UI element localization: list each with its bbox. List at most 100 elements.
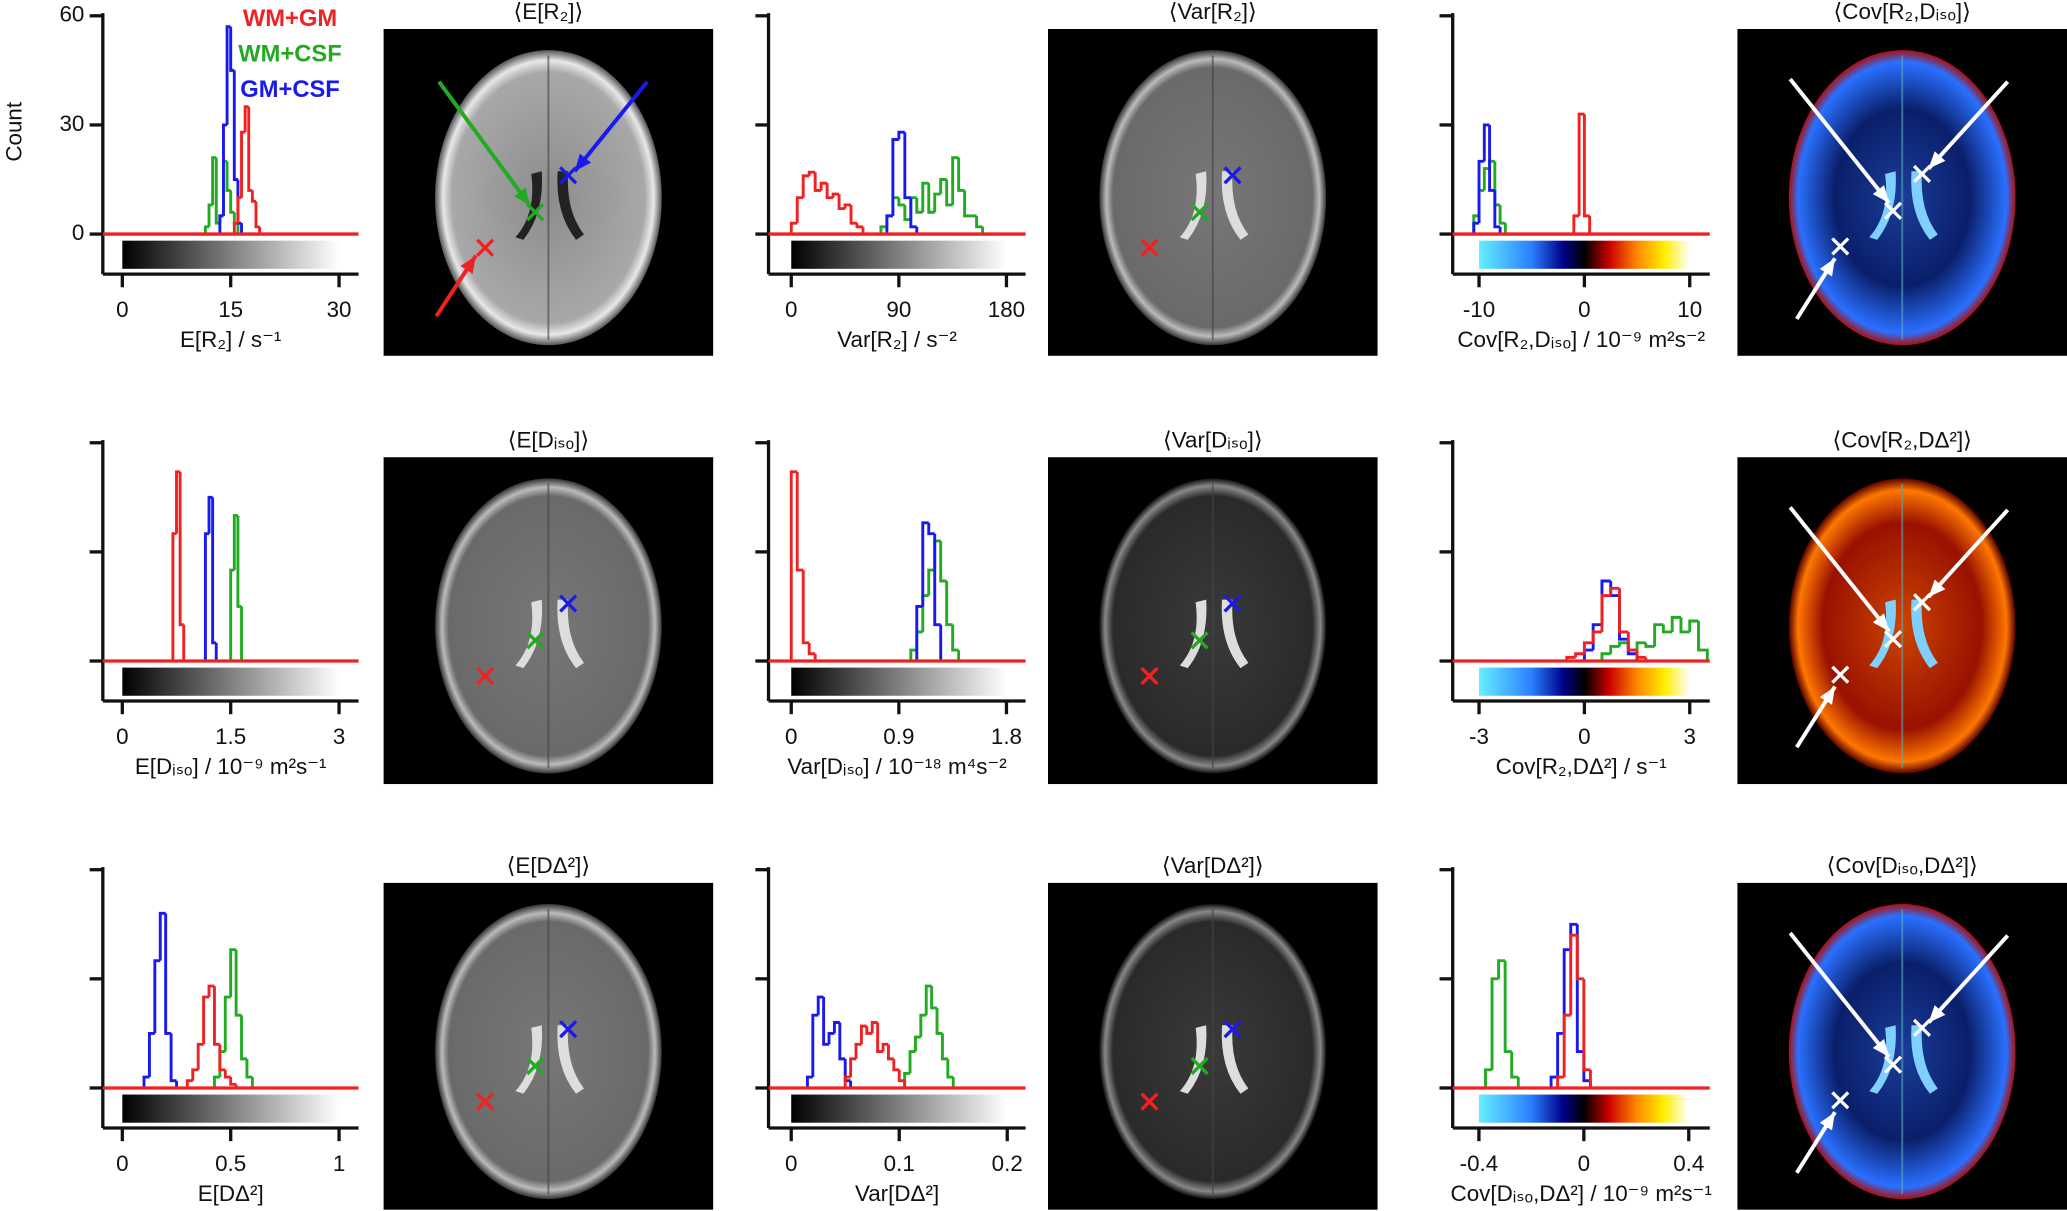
histogram-step (211, 497, 217, 645)
histogram-step (921, 521, 929, 607)
x-tick-label: 1.5 (215, 724, 246, 749)
x-axis-label: E[R₂] / s⁻¹ (180, 327, 281, 352)
histogram-step (236, 196, 242, 224)
histogram-step (142, 1075, 150, 1088)
arrow (1788, 931, 1891, 1059)
histogram-step (975, 215, 983, 229)
histogram-step (1482, 167, 1490, 191)
histogram-step (1609, 645, 1620, 654)
histogram-step (196, 1042, 204, 1070)
histogram-step (1490, 977, 1499, 1070)
colorbar (1478, 1094, 1689, 1123)
x-tick-label: 15 (218, 297, 243, 322)
arrow-head (1819, 258, 1835, 277)
arrow-head (1872, 613, 1890, 632)
x-tick-label: 0 (1578, 1151, 1590, 1176)
histogram-step (903, 132, 911, 200)
histogram-step (207, 203, 213, 227)
arrow-head (1819, 686, 1835, 705)
x-tick-label: 30 (327, 297, 352, 322)
x-axis-label: Cov[R₂,Dᵢₛₒ] / 10⁻⁹ m²s⁻² (1457, 327, 1705, 352)
histogram-step (903, 204, 911, 221)
colorbar (791, 667, 1007, 696)
histogram-step (1577, 112, 1585, 216)
ventricle (1179, 171, 1207, 240)
arrow-head (460, 255, 476, 274)
histogram-step (178, 471, 184, 627)
histogram-step (816, 995, 824, 1016)
histogram-step (229, 26, 235, 72)
histogram-step (1670, 615, 1681, 632)
voxel-marker (1831, 665, 1850, 684)
x-tick-label: 90 (886, 297, 911, 322)
ventricle (515, 171, 543, 240)
histogram-step (1653, 623, 1664, 647)
histogram-step (212, 1075, 220, 1088)
histogram-step (897, 1069, 905, 1083)
x-tick-label: -3 (1469, 724, 1489, 749)
ventricle (1911, 599, 1938, 669)
histogram-step (207, 984, 215, 998)
histogram-step (854, 1042, 862, 1059)
ventricle (1869, 1025, 1896, 1094)
voxel-marker (559, 594, 578, 613)
colorbar (791, 1094, 1008, 1123)
histogram-step (185, 1079, 193, 1088)
histogram-step (1600, 652, 1611, 662)
histogram-step (1582, 978, 1591, 1072)
y-axis-label: Count (2, 101, 27, 162)
x-tick-label: 1.8 (991, 724, 1022, 749)
histogram-step (158, 911, 166, 961)
voxel-marker (526, 631, 545, 650)
voxel-marker (476, 1092, 495, 1111)
y-tick-label: 0 (72, 220, 84, 245)
histogram-step (876, 1022, 884, 1054)
voxel-marker (1223, 594, 1242, 613)
voxel-marker (1883, 1055, 1903, 1074)
colorbar (122, 1094, 340, 1123)
histogram-step (1618, 641, 1629, 647)
x-axis-label: Var[DΔ²] (855, 1181, 939, 1206)
histogram-step (935, 1007, 943, 1035)
histogram-step (254, 201, 260, 229)
histogram-step (930, 986, 938, 1010)
x-tick-label: 0.1 (884, 1151, 915, 1176)
voxel-marker (526, 203, 545, 222)
voxel-marker (1912, 1018, 1932, 1037)
histogram-step (1582, 641, 1594, 654)
histogram-step (827, 1031, 835, 1045)
histogram-step (825, 183, 834, 200)
histogram-step (805, 1075, 813, 1088)
voxel-marker (1912, 164, 1932, 184)
histogram-step (1549, 1075, 1558, 1088)
histogram-step (202, 995, 210, 1045)
histogram-step (1626, 631, 1638, 652)
histogram-step (822, 997, 830, 1046)
histogram-step (1484, 1068, 1493, 1088)
voxel-marker (1883, 630, 1903, 649)
ventricle (1221, 599, 1249, 669)
voxel-marker (1140, 238, 1159, 257)
arrow (573, 80, 649, 173)
x-tick-label: 0 (116, 297, 128, 322)
histogram-step (1498, 204, 1506, 225)
voxel-marker (1190, 631, 1209, 650)
x-tick-label: 180 (988, 297, 1025, 322)
histogram-step (921, 181, 929, 213)
histogram-step (1572, 214, 1580, 235)
x-tick-label: 0 (785, 297, 797, 322)
histogram-step (843, 203, 852, 209)
histogram-step (1661, 624, 1673, 634)
voxel-marker (1223, 166, 1242, 185)
histogram-step (191, 1068, 199, 1081)
histogram-step (1635, 650, 1646, 659)
arrow (437, 80, 532, 207)
histogram-step (236, 515, 242, 608)
histogram-step (957, 157, 965, 192)
histogram-step (1510, 1051, 1519, 1079)
y-tick-label: 60 (59, 2, 84, 27)
histogram-step (843, 1075, 851, 1088)
arrow-head (574, 153, 592, 172)
x-axis-label: Var[Dᵢₛₒ] / 10⁻¹⁸ m⁴s⁻² (787, 754, 1007, 779)
